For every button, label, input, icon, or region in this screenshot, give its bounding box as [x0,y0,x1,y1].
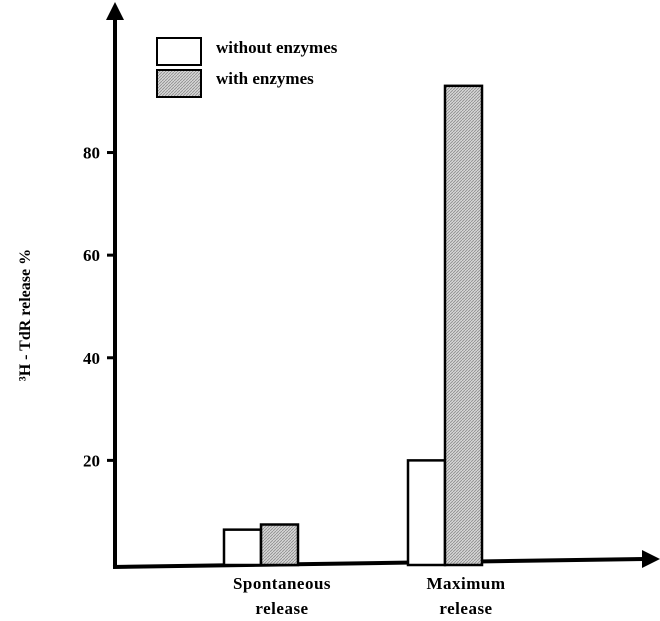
legend-label-without-enzymes: without enzymes [216,38,338,57]
legend-label-with-enzymes: with enzymes [216,69,314,88]
category-label: release [255,599,308,618]
x-axis-arrow [642,550,660,568]
y-tick-label: 60 [83,246,100,265]
category-label: Spontaneous [233,574,331,593]
y-tick-group: 20 40 60 80 [83,144,115,470]
category-label: Maximum [426,574,505,593]
x-axis [112,557,646,569]
bar-with-enzymes [259,523,300,567]
legend: without enzymes with enzymes [156,37,338,98]
category-label-group: Spontaneous release Maximum release [233,574,505,618]
bar-without-enzymes [406,459,447,567]
y-tick-label: 80 [83,144,100,163]
category-label: release [439,599,492,618]
bar-with-enzymes [443,84,484,567]
legend-swatch-with-enzymes [156,69,202,98]
bar-without-enzymes [222,528,263,567]
y-tick-label: 40 [83,349,100,368]
y-axis-label: ³H - TdR release % [17,249,34,381]
y-axis-arrow [106,2,124,20]
legend-swatch-without-enzymes [156,37,202,66]
y-tick-label: 20 [83,451,100,470]
bar-group [222,84,484,567]
